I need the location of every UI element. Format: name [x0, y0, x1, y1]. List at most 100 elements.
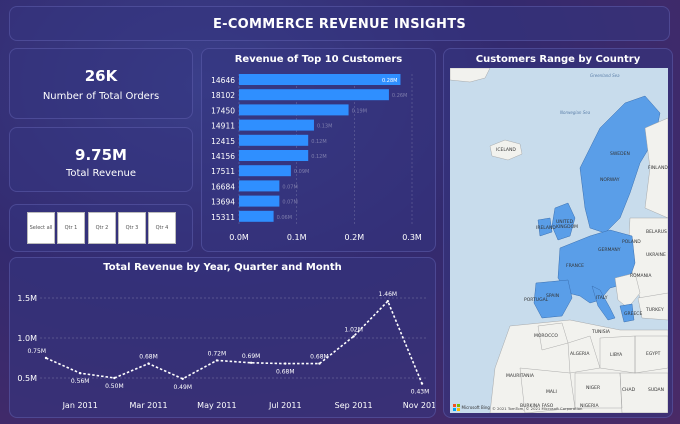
map-label: CHAD — [622, 388, 636, 393]
map-label: GREECE — [624, 312, 643, 317]
map-label: MALI — [546, 390, 557, 395]
line-chart-title: Total Revenue by Year, Quarter and Month — [103, 262, 342, 273]
kpi-card-total-orders[interactable]: 26K Number of Total Orders — [9, 48, 193, 119]
data-label: 0.09M — [294, 169, 309, 175]
y-tick-label: 12415 — [211, 137, 235, 146]
map-label: FINLAND — [648, 166, 668, 171]
map-label: GERMANY — [598, 248, 621, 253]
slicer-qtr-1[interactable]: Qtr 1 — [57, 212, 85, 244]
data-label: 0.26M — [392, 93, 407, 99]
data-label: 0.68M — [276, 369, 295, 376]
y-tick-label: 17450 — [211, 106, 235, 115]
windows-logo-icon — [453, 404, 460, 411]
slicer-qtr-4[interactable]: Qtr 4 — [148, 212, 176, 244]
x-tick-label: 0.1M — [287, 233, 307, 242]
map-label: UNITED KINGDOM — [556, 220, 579, 230]
bar-chart: 0.0M 0.1M 0.2M 0.3M 14646 0.28M 18102 0.26M 1745… — [211, 74, 422, 242]
line-chart: 0.5M 1.0M 1.5M Jan 2011 Mar 2011 May 2011 Jul … — [17, 291, 435, 410]
bar — [239, 89, 389, 101]
map-label: PORTUGAL — [524, 298, 549, 303]
map-label: BURKINA FASO — [520, 404, 554, 409]
slicer-qtr-3[interactable]: Qtr 3 — [118, 212, 146, 244]
kpi-card-total-revenue[interactable]: 9.75M Total Revenue — [9, 127, 193, 192]
slicer-select-all[interactable]: Select all — [27, 212, 55, 244]
x-tick-label: Nov 2011 — [403, 401, 435, 410]
y-tick-label: 1.0M — [17, 334, 37, 343]
map-label: MAURITANIA — [506, 374, 534, 379]
bar — [239, 195, 280, 207]
bar-chart-title: Revenue of Top 10 Customers — [234, 54, 403, 65]
bar — [239, 74, 401, 85]
map-label: POLAND — [622, 240, 641, 245]
x-tick-label: 0.0M — [229, 233, 249, 242]
map-label: NORWAY — [600, 178, 620, 183]
bar — [239, 180, 280, 192]
data-point — [318, 362, 321, 365]
map-label: BELARUS — [646, 230, 667, 235]
data-point — [44, 356, 48, 360]
data-label: 1.46M — [379, 291, 398, 298]
data-point — [147, 362, 150, 365]
revenue-trend-chart-panel: Total Revenue by Year, Quarter and Month… — [9, 257, 436, 418]
data-point — [420, 382, 424, 385]
map-shapes — [450, 68, 668, 413]
x-tick-label: 0.2M — [345, 233, 365, 242]
map-credit: © 2021 TomTom, © 2021 Microsoft Corporat… — [492, 406, 583, 411]
bar — [239, 104, 349, 116]
data-point — [284, 362, 287, 365]
data-label: 0.19M — [352, 108, 367, 114]
x-tick-label: 0.3M — [402, 233, 422, 242]
map-label: ALGERIA — [570, 352, 590, 357]
map-label: SUDAN — [648, 388, 664, 393]
map-label: ROMANIA — [630, 274, 652, 279]
data-label: 0.72M — [208, 350, 227, 357]
data-label: 0.56M — [71, 378, 90, 385]
sea-label: Norwegian Sea — [560, 110, 591, 115]
y-tick-label: 16684 — [211, 182, 235, 191]
x-tick-label: Jan 2011 — [62, 401, 98, 410]
sea-label: Greenland Sea — [590, 73, 620, 78]
x-tick-label: Sep 2011 — [335, 401, 373, 410]
data-label: 0.43M — [411, 389, 430, 396]
map-label: TUNISIA — [592, 330, 610, 335]
data-point — [352, 335, 355, 338]
data-label: 0.06M — [277, 215, 292, 221]
data-label: 0.13M — [317, 124, 332, 130]
data-point — [249, 361, 253, 364]
kpi-label: Number of Total Orders — [42, 91, 160, 102]
country-map[interactable]: Norwegian Sea Greenland Sea ICELAND NORW… — [450, 68, 668, 413]
x-tick-label: May 2011 — [197, 401, 236, 410]
y-tick-label: 14911 — [211, 122, 235, 131]
top-customers-chart-panel: Revenue of Top 10 Customers 0.0M 0.1M 0.2M… — [201, 48, 436, 252]
kpi-label: Total Revenue — [65, 168, 137, 179]
kpi-value: 26K — [84, 67, 118, 85]
data-point — [113, 376, 116, 380]
bing-logo: Microsoft Bing — [453, 404, 490, 411]
slicer-qtr-2[interactable]: Qtr 2 — [88, 212, 116, 244]
y-tick-label: 13694 — [211, 198, 235, 207]
data-label: 0.07M — [282, 200, 297, 206]
map-label: IRELAND — [536, 226, 556, 231]
data-point — [78, 372, 82, 375]
map-label: EGYPT — [646, 352, 661, 357]
data-label: 1.02M — [344, 326, 363, 333]
map-label: SPAIN — [546, 294, 560, 299]
data-label: 0.12M — [311, 139, 326, 145]
data-point — [181, 377, 184, 380]
data-label: 0.28M — [382, 78, 397, 84]
data-label: 0.69M — [242, 353, 261, 360]
map-label: ITALY — [596, 296, 608, 301]
y-tick-label: 14156 — [211, 152, 235, 161]
y-tick-label: 15311 — [211, 213, 235, 222]
data-label: 0.68M — [139, 354, 158, 361]
page-title: E-COMMERCE REVENUE INSIGHTS — [212, 17, 467, 32]
map-label: MOROCCO — [534, 334, 558, 339]
data-label: 0.49M — [173, 384, 192, 391]
map-label: FRANCE — [566, 264, 584, 269]
map-title: Customers Range by Country — [475, 54, 641, 65]
y-tick-label: 1.5M — [17, 294, 37, 303]
country-map-panel: Customers Range by Country — [443, 48, 673, 418]
y-tick-label: 17511 — [211, 167, 235, 176]
y-tick-label: 18102 — [211, 91, 235, 100]
bar — [239, 150, 309, 161]
